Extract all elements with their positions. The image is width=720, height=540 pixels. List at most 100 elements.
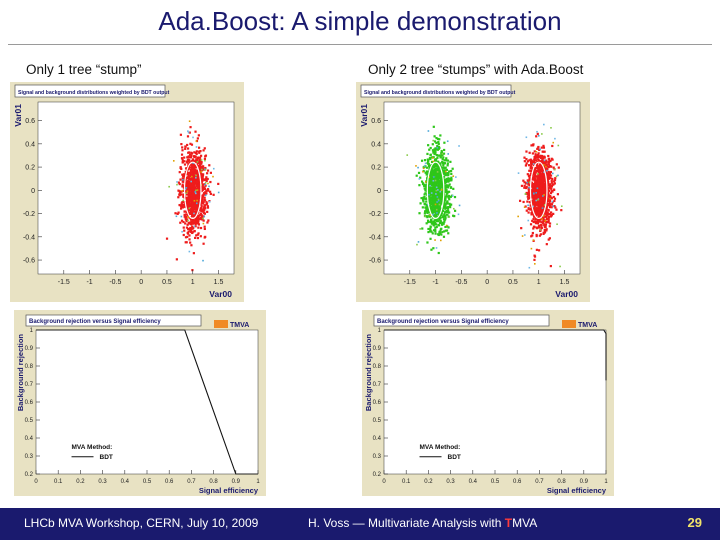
tmva-logo-text: TMVA [578,322,597,329]
outlier-point [202,217,204,220]
data-point [419,176,422,179]
data-point [200,217,204,220]
data-point [446,190,450,194]
outlier-point [552,205,555,208]
scatter-panel-left: Signal and background distributions weig… [10,82,244,302]
data-point [429,225,432,228]
data-point [433,219,436,222]
data-point [536,203,539,206]
data-point [437,223,440,227]
data-point [553,182,556,185]
data-point [429,196,432,199]
data-point [541,173,544,177]
data-point [533,210,536,213]
data-point [187,180,190,184]
data-point [541,171,545,174]
outlier-point [439,190,442,193]
data-point [444,166,447,169]
footer-author-prefix: H. Voss — Multivariate Analysis with [308,516,505,530]
data-point [539,165,542,169]
data-point [199,213,202,217]
data-point [429,190,432,193]
data-point [555,208,558,211]
data-point [440,190,443,193]
roc-panel-right: Background rejection versus Signal effic… [362,310,614,496]
data-point [531,231,534,235]
data-point [202,168,206,171]
data-point [183,213,186,217]
outlier-point [415,165,417,167]
data-point [529,207,533,210]
data-point [537,249,541,252]
data-point [199,156,202,159]
data-point [195,200,198,203]
data-point [440,169,444,172]
data-point [191,202,194,205]
x-tick-label: -1.5 [58,279,70,286]
outlier-point [175,215,178,218]
data-point [437,142,440,146]
data-point [195,221,198,225]
x-tick-label: 0 [485,279,489,286]
x-tick-label: 0.3 [446,479,455,485]
outlier-point [195,189,197,192]
data-point [423,212,426,215]
data-point [432,195,435,198]
data-point [438,201,441,205]
data-point [525,209,528,212]
data-point [432,229,436,232]
data-point [190,205,193,209]
plot-frame [383,329,607,475]
outlier-point [192,136,194,139]
outlier-point [196,161,199,163]
data-point [434,173,437,176]
data-point [197,170,200,173]
data-point [430,156,433,159]
outlier-point [176,183,178,186]
data-point [441,197,444,200]
outlier-point [436,146,439,149]
data-point [436,175,439,178]
outlier-point [428,193,430,196]
data-point [445,168,448,172]
data-point [541,192,544,196]
data-point [429,197,433,200]
outlier-point [543,204,546,206]
data-point [187,174,190,177]
data-point [428,183,431,187]
y-tick-label: -0.2 [369,211,381,218]
data-point [440,172,443,176]
data-point [194,130,197,133]
chart-title: Signal and background distributions weig… [364,90,516,96]
data-point [192,180,195,183]
data-point [200,188,204,191]
data-point [432,223,435,226]
data-point [428,156,432,160]
outlier-point [437,199,440,202]
data-point [522,200,525,204]
outlier-point [429,214,432,217]
data-point [191,213,194,216]
data-point [541,159,545,162]
data-point [544,179,547,182]
data-point [194,207,198,211]
data-point [429,164,432,167]
data-point [434,151,437,154]
data-point [203,193,207,196]
data-point [199,164,202,167]
outlier-point [441,153,444,155]
chart-title-box [14,84,166,98]
data-point [537,226,541,229]
data-point [422,166,425,169]
data-point [529,167,532,170]
data-point [198,150,201,153]
data-point [549,195,552,198]
outlier-point [542,195,544,197]
data-point [543,228,546,231]
data-point [528,177,531,180]
data-point [196,206,199,209]
data-point [192,208,195,212]
data-point [539,224,542,227]
data-point [199,165,202,169]
data-point [190,211,193,214]
